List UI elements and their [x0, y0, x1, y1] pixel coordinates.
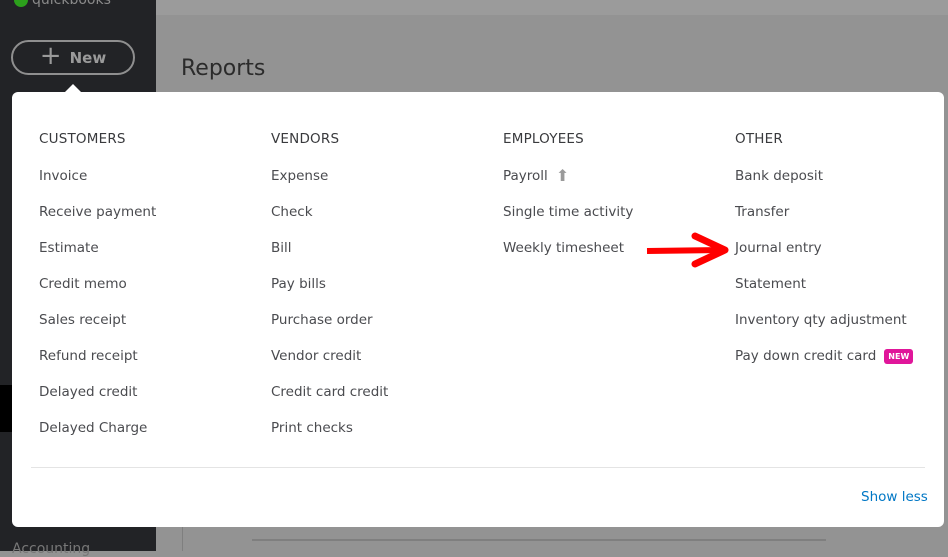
menu-item-expense[interactable]: Expense	[271, 168, 329, 184]
divider	[31, 467, 925, 468]
menu-item-print-checks[interactable]: Print checks	[271, 420, 353, 436]
menu-item-pay-down-credit-card[interactable]: Pay down credit card NEW	[735, 348, 914, 384]
active-nav-indicator	[0, 385, 12, 432]
menu-item-delayed-credit[interactable]: Delayed credit	[39, 384, 138, 400]
pay-down-label: Pay down credit card	[735, 348, 877, 364]
new-button[interactable]: + New	[11, 40, 135, 75]
menu-item-credit-card-credit[interactable]: Credit card credit	[271, 384, 389, 400]
payroll-label: Payroll	[503, 168, 548, 184]
menu-item-credit-memo[interactable]: Credit memo	[39, 276, 127, 292]
menu-item-delayed-charge[interactable]: Delayed Charge	[39, 420, 148, 436]
new-label: New	[69, 48, 107, 67]
menu-item-pay-bills[interactable]: Pay bills	[271, 276, 326, 292]
plus-icon: +	[39, 41, 62, 71]
top-bar	[156, 0, 948, 15]
menu-item-refund-receipt[interactable]: Refund receipt	[39, 348, 138, 364]
menu-item-inventory-qty-adjustment[interactable]: Inventory qty adjustment	[735, 312, 907, 328]
menu-item-estimate[interactable]: Estimate	[39, 240, 99, 256]
employees-column: EMPLOYEES Payroll ⬆ Single time activity …	[503, 131, 633, 276]
column-header: OTHER	[735, 131, 783, 147]
column-header: VENDORS	[271, 131, 340, 147]
column-header: CUSTOMERS	[39, 131, 126, 147]
other-column: OTHER Bank deposit Transfer Journal entr…	[735, 131, 914, 384]
menu-item-purchase-order[interactable]: Purchase order	[271, 312, 373, 328]
red-arrow-annotation-icon	[646, 232, 729, 268]
menu-item-payroll[interactable]: Payroll ⬆	[503, 168, 633, 204]
show-less-link[interactable]: Show less	[861, 489, 928, 505]
menu-item-journal-entry[interactable]: Journal entry	[735, 240, 822, 256]
menu-item-receive-payment[interactable]: Receive payment	[39, 204, 157, 220]
column-header: EMPLOYEES	[503, 131, 584, 147]
menu-item-weekly-timesheet[interactable]: Weekly timesheet	[503, 240, 625, 256]
upgrade-arrow-icon: ⬆	[555, 166, 570, 185]
menu-item-invoice[interactable]: Invoice	[39, 168, 88, 184]
menu-item-transfer[interactable]: Transfer	[735, 204, 790, 220]
menu-item-statement[interactable]: Statement	[735, 276, 807, 292]
logo-icon	[14, 0, 28, 7]
new-badge: NEW	[884, 349, 914, 364]
menu-item-bill[interactable]: Bill	[271, 240, 292, 256]
popup-caret	[64, 84, 82, 93]
new-menu-popup: CUSTOMERS Invoice Receive payment Estima…	[12, 92, 944, 527]
menu-item-single-time-activity[interactable]: Single time activity	[503, 204, 634, 220]
divider	[252, 539, 826, 541]
divider	[182, 527, 183, 551]
vendors-column: VENDORS Expense Check Bill Pay bills Pur…	[271, 131, 388, 456]
menu-item-bank-deposit[interactable]: Bank deposit	[735, 168, 823, 184]
brand-logo: quickbooks	[14, 0, 111, 8]
sidebar-item-accounting[interactable]: Accounting	[12, 541, 91, 557]
customers-column: CUSTOMERS Invoice Receive payment Estima…	[39, 131, 156, 456]
page-title: Reports	[181, 56, 266, 81]
menu-item-sales-receipt[interactable]: Sales receipt	[39, 312, 127, 328]
menu-item-check[interactable]: Check	[271, 204, 313, 220]
menu-item-vendor-credit[interactable]: Vendor credit	[271, 348, 362, 364]
